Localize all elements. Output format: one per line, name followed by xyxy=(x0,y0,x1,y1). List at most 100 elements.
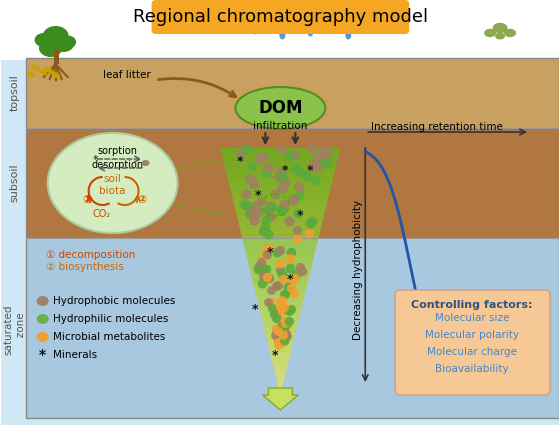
Point xyxy=(269,311,278,317)
Point xyxy=(276,298,285,305)
FancyBboxPatch shape xyxy=(26,238,559,418)
Ellipse shape xyxy=(39,39,63,57)
Ellipse shape xyxy=(266,17,271,26)
Text: ①: ① xyxy=(83,195,92,205)
Point xyxy=(287,248,296,255)
Point xyxy=(275,173,284,180)
Polygon shape xyxy=(271,358,290,364)
Point xyxy=(254,266,263,272)
Point xyxy=(272,249,281,256)
Text: Regional chromatography model: Regional chromatography model xyxy=(133,8,428,26)
Point xyxy=(285,308,294,314)
Text: *: * xyxy=(267,246,274,258)
Text: *: * xyxy=(307,164,314,176)
Ellipse shape xyxy=(38,69,47,75)
Text: DOM: DOM xyxy=(258,99,302,117)
Polygon shape xyxy=(228,179,333,185)
Ellipse shape xyxy=(495,32,505,40)
Point xyxy=(260,267,269,274)
Point xyxy=(277,271,286,278)
FancyBboxPatch shape xyxy=(26,128,559,238)
Point xyxy=(293,235,302,242)
Point xyxy=(248,208,257,215)
Ellipse shape xyxy=(42,26,69,46)
Point xyxy=(258,228,267,235)
Point xyxy=(323,149,332,156)
Polygon shape xyxy=(226,173,334,179)
Point xyxy=(286,306,295,313)
Polygon shape xyxy=(258,302,303,309)
Point xyxy=(277,146,286,153)
Point xyxy=(290,274,299,281)
Point xyxy=(277,173,286,179)
Point xyxy=(293,210,302,216)
Text: ②: ② xyxy=(138,195,147,205)
Polygon shape xyxy=(273,364,288,370)
Text: soil
biota: soil biota xyxy=(100,174,126,196)
Polygon shape xyxy=(246,253,315,259)
Text: subsoil: subsoil xyxy=(10,164,20,202)
Point xyxy=(257,280,266,287)
Point xyxy=(261,169,270,176)
Point xyxy=(259,153,268,160)
Text: *: * xyxy=(297,209,304,221)
Point xyxy=(274,281,283,288)
Text: *: * xyxy=(93,155,98,165)
Point xyxy=(278,317,287,324)
Point xyxy=(313,163,322,170)
Polygon shape xyxy=(277,382,283,389)
Point xyxy=(273,337,282,343)
Point xyxy=(274,327,283,334)
Point xyxy=(281,178,290,185)
Point xyxy=(277,323,286,330)
Ellipse shape xyxy=(492,23,508,33)
Text: Molecular size: Molecular size xyxy=(435,313,509,323)
Text: topsoil: topsoil xyxy=(10,74,20,111)
Ellipse shape xyxy=(235,87,325,129)
Point xyxy=(279,338,288,345)
Ellipse shape xyxy=(26,71,35,77)
Polygon shape xyxy=(241,235,319,241)
Ellipse shape xyxy=(37,314,49,324)
Point xyxy=(283,284,292,291)
Ellipse shape xyxy=(44,67,53,73)
FancyBboxPatch shape xyxy=(1,0,559,60)
Ellipse shape xyxy=(37,332,49,342)
Text: ① decomposition: ① decomposition xyxy=(46,250,135,260)
Point xyxy=(249,212,258,219)
Point xyxy=(280,337,289,344)
Text: Minerals: Minerals xyxy=(53,350,97,360)
Polygon shape xyxy=(261,315,300,321)
Point xyxy=(276,260,285,266)
Point xyxy=(265,244,274,251)
Point xyxy=(288,196,297,203)
Text: *: * xyxy=(272,348,278,362)
Point xyxy=(279,332,288,338)
Ellipse shape xyxy=(345,31,351,40)
Polygon shape xyxy=(244,247,316,253)
Ellipse shape xyxy=(31,65,40,71)
Point xyxy=(285,318,293,325)
Point xyxy=(305,230,314,237)
Ellipse shape xyxy=(280,31,285,40)
Ellipse shape xyxy=(37,296,49,306)
Polygon shape xyxy=(220,148,340,154)
Point xyxy=(262,273,271,280)
Text: Decreasing hydrophobicity: Decreasing hydrophobicity xyxy=(353,200,363,340)
Point xyxy=(281,322,290,329)
Ellipse shape xyxy=(307,28,314,37)
Point xyxy=(307,163,316,170)
Text: *: * xyxy=(255,189,262,201)
Point xyxy=(266,203,275,210)
Point xyxy=(261,247,270,254)
Text: *: * xyxy=(252,303,259,317)
Point xyxy=(322,159,331,166)
Point xyxy=(256,198,265,204)
Point xyxy=(290,289,299,296)
Ellipse shape xyxy=(504,29,516,37)
Point xyxy=(259,273,268,280)
Point xyxy=(278,205,287,212)
Point xyxy=(281,320,290,326)
Point xyxy=(278,297,287,303)
Text: *: * xyxy=(39,348,46,362)
